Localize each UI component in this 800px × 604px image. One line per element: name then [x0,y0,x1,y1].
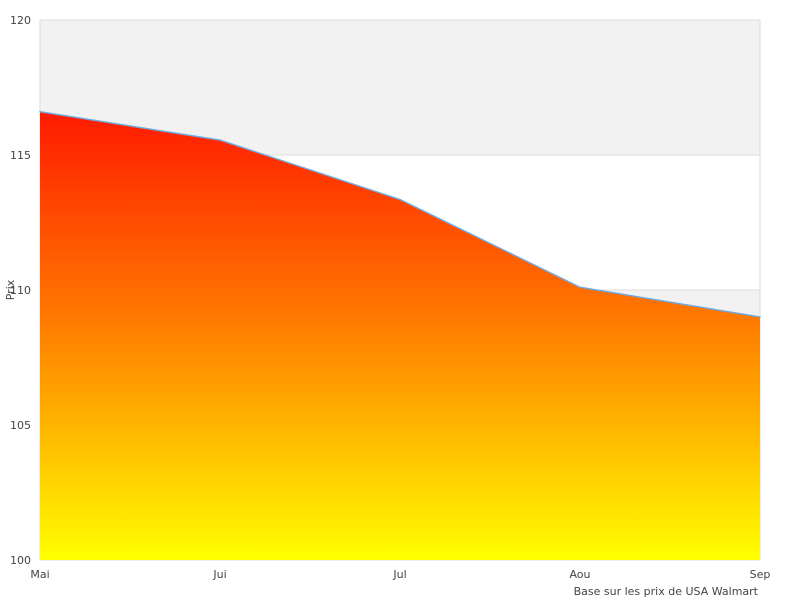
y-axis-ticks: 100 105 110 115 120 [10,14,31,567]
x-axis-ticks: Mai Jui Jul Aou Sep [30,568,770,581]
area-series [39,111,761,561]
y-tick-label: 120 [10,14,31,27]
data-point-Sep [759,316,761,318]
x-tick-label: Jui [212,568,226,581]
y-tick-label: 115 [10,149,31,162]
x-tick-label: Aou [569,568,590,581]
x-axis-label: Base sur les prix de USA Walmart [574,585,759,598]
x-tick-label: Sep [750,568,771,581]
y-tick-label: 100 [10,554,31,567]
data-point-Jui [219,139,221,141]
y-tick-label: 105 [10,419,31,432]
data-point-Aou [579,286,581,289]
y-tick-label: 110 [10,284,31,297]
y-axis-label: Prix [4,279,17,300]
x-tick-label: Mai [30,568,49,581]
data-point-Jul [399,198,401,201]
area-fill [40,111,760,561]
x-tick-label: Jul [392,568,406,581]
data-point-Mai [39,111,41,113]
